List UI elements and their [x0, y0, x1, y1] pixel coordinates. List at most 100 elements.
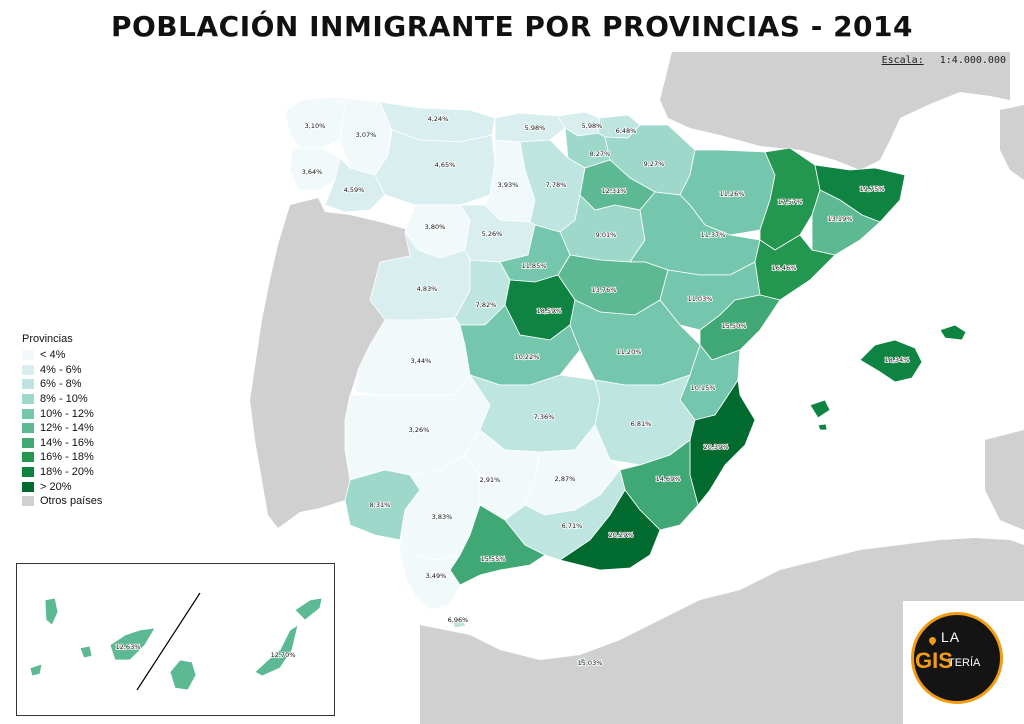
- legend-item-label: 12% - 14%: [40, 422, 94, 435]
- province-label-palencia: 3,93%: [498, 181, 519, 189]
- legend-swatch: [22, 364, 34, 375]
- province-label-zamora: 3,80%: [425, 223, 446, 231]
- province-label-castellon: 15,50%: [722, 322, 747, 330]
- gibraltar-strait: [429, 604, 451, 611]
- legend-item-label: 6% - 8%: [40, 378, 82, 391]
- legend-swatch: [22, 467, 34, 478]
- legend-swatch: [22, 423, 34, 434]
- province-melilla[interactable]: [577, 657, 587, 667]
- province-label-sevilla: 3,83%: [432, 513, 453, 521]
- legend-item-label: 4% - 6%: [40, 363, 82, 376]
- logo-line-2: GIS: [915, 648, 953, 673]
- province-laspalmas-lanzarote[interactable]: [294, 597, 323, 621]
- legend-swatch: [22, 350, 34, 361]
- legend-item: 4% - 6%: [22, 363, 102, 378]
- province-baleares[interactable]: [809, 324, 967, 431]
- province-label-madrid: 18,59%: [537, 307, 562, 315]
- legend-item-label: 16% - 18%: [40, 451, 94, 464]
- inset-divider-line: [136, 592, 201, 691]
- logo-circle: [911, 612, 1003, 704]
- scale-label: Escala:: [881, 55, 924, 66]
- scale-bar: Escala: 1:4.000.000: [882, 55, 1006, 66]
- province-label-segovia: 11,85%: [522, 262, 547, 270]
- legend-item: 8% - 10%: [22, 392, 102, 407]
- province-label-asturias: 4,24%: [428, 115, 449, 123]
- provinces-layer: [284, 96, 967, 667]
- legend-item: 12% - 14%: [22, 421, 102, 436]
- province-barcelona[interactable]: [811, 189, 881, 256]
- province-tenerife-hierro[interactable]: [29, 663, 43, 677]
- province-label-cantabria: 5,98%: [525, 124, 546, 132]
- province-ceuta[interactable]: [451, 619, 467, 629]
- province-label-coruna: 3,10%: [305, 122, 326, 130]
- province-leon[interactable]: [374, 129, 496, 206]
- province-labels: 3,10% 3,07% 3,64% 4,59% 4,24% 4,65% 5,98% 5,98%…: [115, 114, 910, 668]
- province-label-lugo: 3,07%: [356, 131, 377, 139]
- province-label-soria: 9,01%: [596, 231, 617, 239]
- france-land: [660, 52, 1010, 170]
- province-label-burgos: 7,78%: [546, 181, 567, 189]
- province-label-valladolid: 5,26%: [482, 230, 503, 238]
- province-label-lleida: 17,57%: [778, 198, 803, 206]
- province-laspalmas-grancanaria[interactable]: [169, 659, 197, 691]
- legend-item: 16% - 18%: [22, 450, 102, 465]
- legend-item-label: 14% - 16%: [40, 436, 94, 449]
- province-label-girona: 19,75%: [860, 185, 885, 193]
- province-huesca[interactable]: [679, 149, 776, 236]
- province-label-zaragoza: 11,37%: [701, 231, 726, 239]
- province-label-almeria: 20,29%: [609, 531, 634, 539]
- legend-swatch: [22, 496, 34, 507]
- province-label-guadalajara: 13,76%: [592, 286, 617, 294]
- province-label-albacete: 6,81%: [631, 420, 652, 428]
- province-tenerife-tenerife[interactable]: [109, 627, 156, 661]
- province-label-huelva: 8,31%: [370, 501, 391, 509]
- province-label-cordoba: 2,91%: [480, 476, 501, 484]
- province-label-jaen: 2,87%: [555, 475, 576, 483]
- province-label-navarra: 9,27%: [644, 160, 665, 168]
- province-label-leon: 4,65%: [435, 161, 456, 169]
- legend-item: Otros países: [22, 494, 102, 509]
- legend-item: > 20%: [22, 479, 102, 494]
- province-label-alava: 8,27%: [590, 150, 611, 158]
- legend-rows: < 4% 4% - 6% 6% - 8% 8% - 10% 10% - 12% 12% -…: [22, 348, 102, 509]
- province-label-pontevedra: 3,64%: [302, 168, 323, 176]
- sardinia-land: [985, 430, 1024, 530]
- legend-item-label: > 20%: [40, 480, 72, 493]
- portugal-land: [250, 198, 415, 528]
- scale-value: 1:4.000.000: [939, 55, 1006, 66]
- canary-inset-frame: [16, 563, 335, 716]
- province-label-guipuzcoa: 6,48%: [616, 127, 637, 135]
- province-tenerife-gomera[interactable]: [79, 645, 93, 659]
- province-label-toledo: 10,22%: [515, 353, 540, 361]
- province-label-murcia: 14,69%: [656, 475, 681, 483]
- logo-line-3: TERÍA: [948, 657, 981, 669]
- province-label-barcelona: 13,19%: [828, 215, 853, 223]
- province-label-baleares: 18,34%: [885, 356, 910, 364]
- province-label-cuenca: 11,20%: [617, 348, 642, 356]
- legend-swatch: [22, 379, 34, 390]
- legend-item: < 4%: [22, 348, 102, 363]
- province-label-teruel: 11,03%: [688, 295, 713, 303]
- legend-item: 18% - 20%: [22, 465, 102, 480]
- province-label-badajoz: 3,26%: [409, 426, 430, 434]
- legend-item-label: 8% - 10%: [40, 393, 88, 406]
- province-label-alicante: 20,39%: [704, 443, 729, 451]
- province-label-huesca: 11,26%: [720, 190, 745, 198]
- legend-item: 14% - 16%: [22, 436, 102, 451]
- lagisteria-logo: LA GIS TERÍA: [903, 601, 1024, 724]
- legend-item-label: Otros países: [40, 495, 103, 508]
- province-almeria[interactable]: [559, 489, 661, 571]
- legend: Provincias < 4% 4% - 6% 6% - 8% 8% - 10% 10%…: [22, 333, 102, 509]
- map-title: POBLACIÓN INMIGRANTE POR PROVINCIAS - 20…: [110, 10, 914, 43]
- province-label-melilla: 15,03%: [578, 659, 603, 667]
- province-pontevedra[interactable]: [289, 147, 341, 191]
- province-laspalmas-fuerteventura[interactable]: [254, 624, 299, 677]
- corsica-land: [1000, 105, 1024, 180]
- legend-swatch: [22, 437, 34, 448]
- legend-item-label: 18% - 20%: [40, 466, 94, 479]
- province-cadiz[interactable]: [399, 539, 461, 611]
- province-label-valencia: 10,15%: [691, 384, 716, 392]
- province-tenerife-lapalma[interactable]: [44, 597, 59, 626]
- legend-swatch: [22, 481, 34, 492]
